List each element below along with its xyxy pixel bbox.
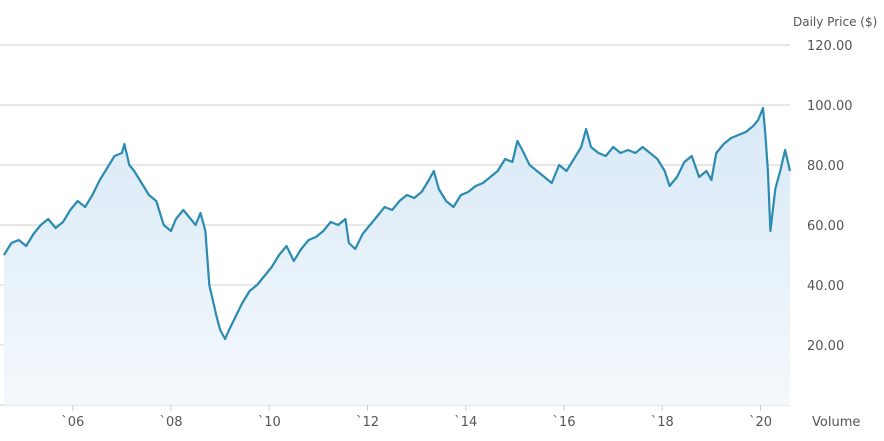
x-tick-label: `14 (454, 415, 477, 430)
x-tick-label: `18 (651, 415, 674, 430)
y-tick-label: 120.00 (807, 39, 853, 54)
y-tick-label: 100.00 (807, 99, 853, 114)
x-tick-label: `10 (258, 415, 281, 430)
x-tick-label: `20 (749, 415, 772, 430)
price-area (4, 108, 790, 405)
price-line (3, 106, 792, 341)
x-tick-label: `08 (160, 415, 183, 430)
y-axis-labels: 120.00 100.00 80.00 60.00 40.00 20.00 (807, 39, 853, 354)
x-tick-label: `16 (553, 415, 576, 430)
x-axis-labels: `06 `08 `10 `12 `14 `16 `18 `20 (61, 405, 772, 430)
x-tick-label: `06 (61, 415, 84, 430)
y-tick-label: 40.00 (807, 279, 844, 294)
volume-label: Volume (812, 415, 860, 430)
y-axis-title: Daily Price ($) (793, 15, 877, 29)
x-tick-label: `12 (356, 415, 379, 430)
y-tick-label: 80.00 (807, 159, 844, 174)
y-tick-label: 20.00 (807, 339, 844, 354)
y-tick-label: 60.00 (807, 219, 844, 234)
